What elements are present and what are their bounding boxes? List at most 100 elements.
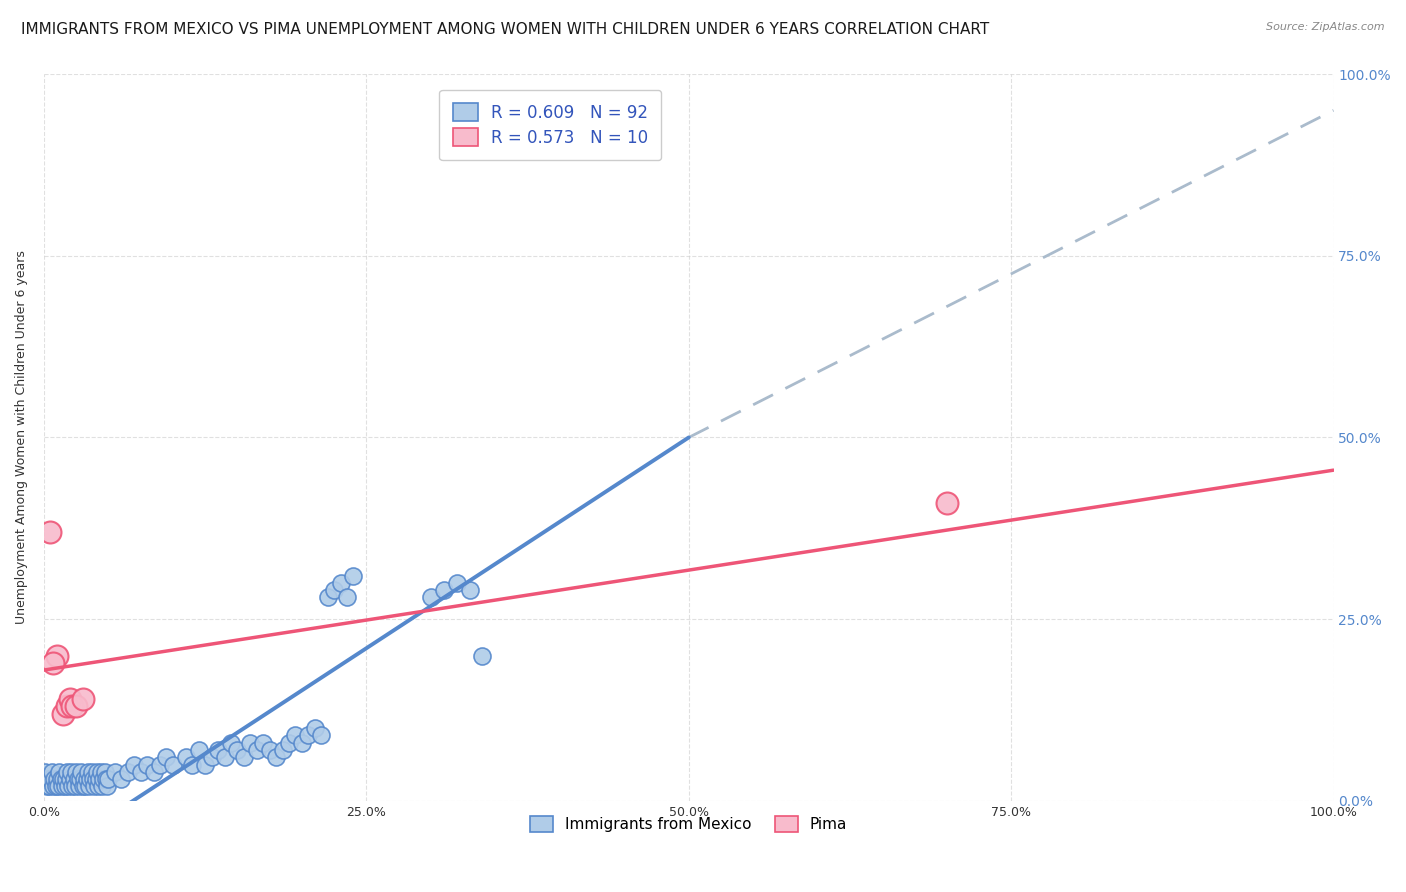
Point: [69, 772, 91, 786]
Point: [419, 591, 441, 605]
Point: [214, 750, 236, 764]
Point: [104, 764, 127, 779]
Point: [83, 780, 105, 794]
Point: [297, 729, 319, 743]
Point: [34, 764, 56, 779]
Text: Source: ZipAtlas.com: Source: ZipAtlas.com: [1267, 22, 1385, 32]
Point: [471, 648, 494, 663]
Point: [45, 780, 67, 794]
Point: [316, 591, 339, 605]
Point: [259, 743, 281, 757]
Point: [38, 780, 60, 794]
Point: [174, 750, 197, 764]
Point: [246, 743, 269, 757]
Point: [336, 591, 359, 605]
Point: [56, 699, 79, 714]
Point: [75, 780, 97, 794]
Point: [323, 583, 346, 598]
Point: [304, 721, 326, 735]
Point: [79, 772, 101, 786]
Point: [66, 772, 89, 786]
Point: [458, 583, 481, 598]
Point: [309, 729, 332, 743]
Point: [39, 524, 62, 539]
Point: [89, 772, 111, 786]
Point: [35, 780, 58, 794]
Point: [52, 706, 75, 721]
Point: [264, 750, 287, 764]
Point: [65, 699, 87, 714]
Point: [49, 772, 72, 786]
Point: [142, 764, 165, 779]
Point: [63, 780, 86, 794]
Point: [252, 736, 274, 750]
Point: [291, 736, 314, 750]
Point: [45, 772, 67, 786]
Point: [39, 772, 62, 786]
Point: [44, 772, 66, 786]
Point: [55, 772, 77, 786]
Point: [110, 772, 132, 786]
Point: [45, 648, 67, 663]
Point: [59, 692, 82, 706]
Point: [97, 772, 120, 786]
Point: [70, 764, 93, 779]
Point: [162, 757, 184, 772]
Point: [342, 568, 364, 582]
Point: [117, 764, 139, 779]
Point: [77, 780, 100, 794]
Point: [58, 780, 80, 794]
Point: [207, 743, 229, 757]
Point: [93, 764, 115, 779]
Y-axis label: Unemployment Among Women with Children Under 6 years: Unemployment Among Women with Children U…: [15, 251, 28, 624]
Point: [51, 780, 73, 794]
Point: [42, 780, 65, 794]
Point: [278, 736, 301, 750]
Point: [60, 699, 83, 714]
Point: [59, 772, 82, 786]
Point: [226, 743, 249, 757]
Point: [56, 764, 79, 779]
Point: [239, 736, 262, 750]
Point: [122, 757, 145, 772]
Point: [86, 764, 108, 779]
Point: [65, 764, 87, 779]
Point: [194, 757, 217, 772]
Point: [90, 764, 112, 779]
Point: [53, 780, 76, 794]
Point: [87, 780, 110, 794]
Point: [84, 772, 107, 786]
Point: [284, 729, 307, 743]
Point: [96, 780, 118, 794]
Point: [94, 772, 117, 786]
Point: [72, 692, 94, 706]
Point: [329, 575, 352, 590]
Point: [73, 772, 96, 786]
Point: [67, 780, 90, 794]
Point: [37, 772, 59, 786]
Point: [60, 780, 83, 794]
Text: IMMIGRANTS FROM MEXICO VS PIMA UNEMPLOYMENT AMONG WOMEN WITH CHILDREN UNDER 6 YE: IMMIGRANTS FROM MEXICO VS PIMA UNEMPLOYM…: [21, 22, 990, 37]
Point: [80, 764, 103, 779]
Point: [76, 772, 98, 786]
Point: [201, 750, 224, 764]
Point: [935, 496, 957, 510]
Point: [187, 743, 209, 757]
Point: [52, 772, 75, 786]
Point: [155, 750, 177, 764]
Point: [136, 757, 159, 772]
Legend: Immigrants from Mexico, Pima: Immigrants from Mexico, Pima: [517, 804, 859, 844]
Point: [48, 764, 70, 779]
Point: [232, 750, 254, 764]
Point: [271, 743, 294, 757]
Point: [446, 575, 468, 590]
Point: [149, 757, 172, 772]
Point: [60, 764, 83, 779]
Point: [82, 772, 104, 786]
Point: [91, 780, 114, 794]
Point: [42, 656, 65, 670]
Point: [41, 764, 63, 779]
Point: [76, 764, 98, 779]
Point: [46, 780, 69, 794]
Point: [129, 764, 152, 779]
